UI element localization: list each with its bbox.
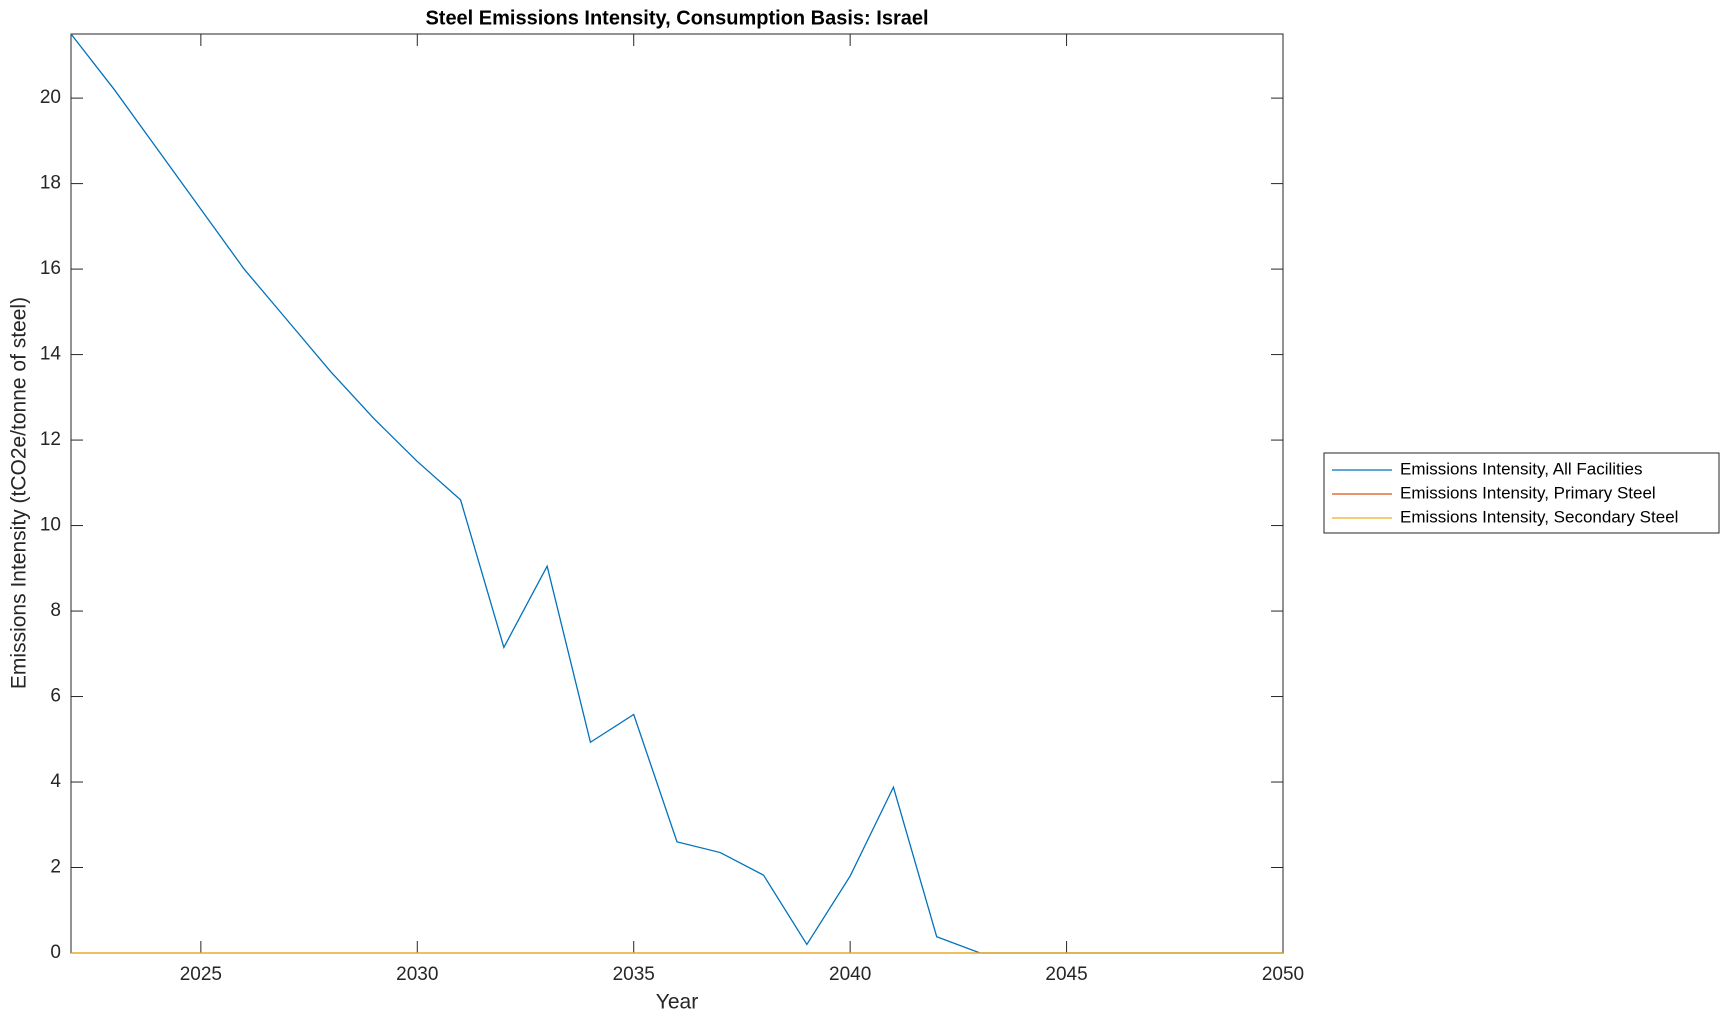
x-tick-label: 2025 — [180, 964, 222, 985]
y-tick-label: 12 — [40, 429, 61, 450]
y-tick-label: 8 — [50, 600, 61, 621]
x-tick-label: 2045 — [1045, 964, 1087, 985]
data-line — [70, 33, 1283, 954]
y-tick-label: 0 — [50, 942, 61, 963]
y-tick-label: 14 — [40, 344, 62, 365]
plot-frame — [70, 33, 1284, 954]
y-tick-label: 20 — [40, 87, 61, 108]
y-tick-label: 16 — [40, 258, 61, 279]
legend-label: Emissions Intensity, Secondary Steel — [1400, 507, 1678, 526]
y-tick-label: 18 — [40, 173, 61, 194]
x-tick-label: 2035 — [613, 964, 655, 985]
chart-title: Steel Emissions Intensity, Consumption B… — [425, 7, 928, 29]
legend-label: Emissions Intensity, Primary Steel — [1400, 483, 1656, 502]
legend-label: Emissions Intensity, All Facilities — [1400, 459, 1642, 478]
x-tick-label: 2050 — [1262, 964, 1304, 985]
y-tick-label: 10 — [40, 515, 61, 536]
legend-box — [1323, 452, 1720, 534]
y-tick-label: 4 — [50, 771, 61, 792]
y-tick-label: 6 — [50, 686, 61, 707]
y-axis-label: Emissions Intensity (tCO2e/tonne of stee… — [8, 297, 31, 689]
x-tick-label: 2040 — [829, 964, 871, 985]
y-tick-label: 2 — [50, 857, 61, 878]
x-axis-label: Year — [656, 991, 698, 1014]
x-tick-label: 2030 — [396, 964, 438, 985]
